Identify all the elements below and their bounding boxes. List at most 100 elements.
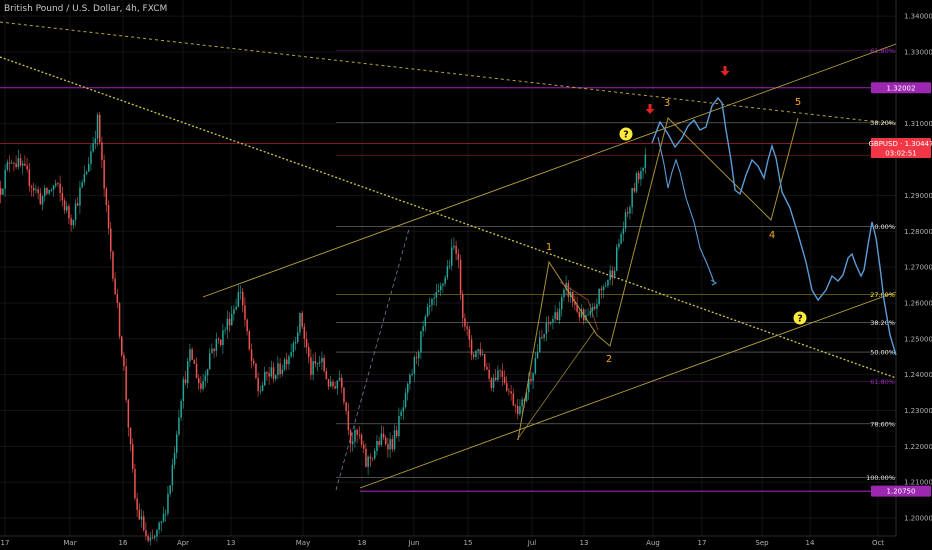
candle-body [187,361,189,384]
candle-body [138,509,141,520]
x-tick-label: 18 [358,539,367,547]
candle-body [191,349,193,360]
candle-body [143,516,145,531]
candle-body [642,167,644,171]
candle-body [107,205,110,229]
candle-body [431,298,433,306]
candle-body [90,151,92,165]
candle-body [481,353,484,355]
y-tick-label: 1.20000 [904,515,932,523]
candle-body [396,430,398,437]
candle-body [286,359,288,365]
candle-body [147,536,149,541]
candle-body [19,158,22,166]
candle-body [253,360,255,364]
candle-body [310,357,312,375]
candle-body [160,521,163,523]
candle-body [140,516,143,520]
candle-body [66,206,68,211]
candle-body [393,430,396,450]
candle-body [336,380,339,389]
projection-arrowhead [710,279,718,286]
candles [0,112,647,546]
candle-body [202,381,204,389]
candle-body [209,353,211,370]
candle-body [52,185,55,190]
candle-body [246,319,248,332]
red-arrows [645,66,730,114]
candle-body [374,450,376,459]
x-tick-label: 13 [580,539,589,547]
candle-body [123,355,125,367]
candle-body [112,251,114,279]
candle-body [580,309,583,318]
x-tick-label: 15 [464,539,473,547]
channel-upper-line [202,43,897,298]
x-tick-label: 17 [1,539,10,547]
candle-body [319,362,321,364]
candle-body [490,378,493,388]
candle-body [349,430,352,444]
candle-body [382,433,385,438]
candle-body [464,318,466,327]
candle-body [607,279,609,286]
projections [651,96,897,356]
x-tick-label: Oct [872,539,884,547]
candle-body [532,373,534,381]
candle-body [453,245,455,248]
candle-body [470,339,473,355]
question-marker [793,311,807,325]
candle-body [81,182,83,188]
fib-label: 38.20% [870,319,895,327]
y-tick-label: 1.24000 [904,371,932,379]
candle-body [347,411,350,431]
candle-body [17,158,20,168]
candle-body [563,289,565,298]
candle-body [596,304,598,309]
candle-body [613,270,616,278]
y-tick-label: 1.31000 [904,120,932,128]
candle-body [415,357,418,359]
candle-body [503,377,506,383]
candle-body [200,383,202,389]
candle-body [343,387,345,403]
candle-body [4,169,6,189]
candle-body [611,270,614,278]
price-tag-lower-text: 1.20750 [887,488,916,496]
candle-body [308,347,310,358]
candle-body [206,369,209,376]
candle-body [132,444,134,469]
candle-body [272,367,275,379]
candle-body [195,363,198,379]
candle-body [534,358,537,374]
dotted-trendline [0,21,897,125]
candle-body [299,313,301,333]
candle-body [530,378,532,381]
price-tag-current-text: GBPUSD · 1.30447 [868,140,932,148]
candle-body [217,338,220,340]
candle-body [435,291,438,298]
candle-body [567,283,570,297]
candle-body [162,513,165,522]
fib-label: 78.60% [870,420,895,428]
horizontal-levels [0,87,896,492]
price-tag-upper-bg [871,82,931,94]
candle-body [156,529,158,537]
x-tick-label: 17 [698,539,707,547]
candle-body [574,302,576,305]
x-tick-label: Aug [646,539,660,547]
candle-body [627,212,629,214]
candle-body [114,278,116,295]
candle-body [176,434,178,453]
candle-body [506,382,508,391]
candle-body [294,341,297,344]
candle-body [457,253,460,260]
projection-alt [657,136,715,283]
candle-body [277,363,279,376]
candle-body [451,247,453,266]
candle-body [363,444,365,449]
candle-body [602,286,605,291]
candle-body [233,309,235,315]
candle-body [83,173,86,183]
